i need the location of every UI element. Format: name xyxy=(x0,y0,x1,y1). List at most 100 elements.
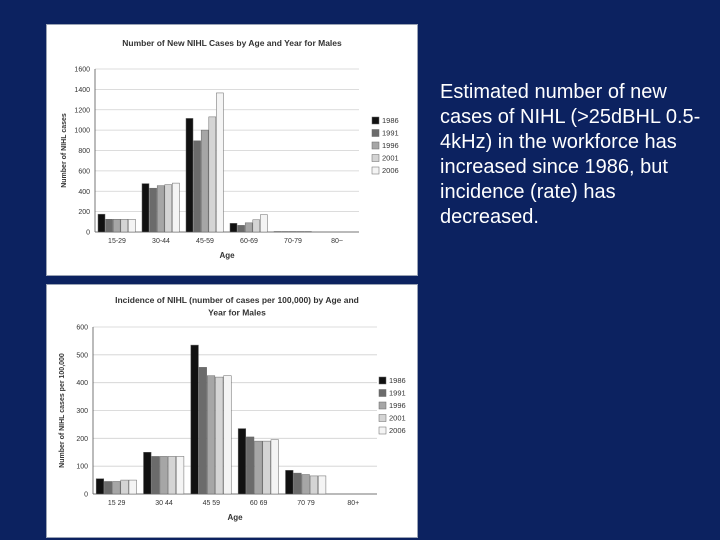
bar xyxy=(172,182,180,233)
y-tick-label: 600 xyxy=(76,325,88,332)
bar xyxy=(260,214,268,233)
y-tick-label: 200 xyxy=(78,209,90,216)
x-tick-label: 15 29 xyxy=(108,500,126,507)
x-tick-label: 80~ xyxy=(331,238,343,245)
x-tick-label: 70 79 xyxy=(297,500,315,507)
legend-label: 2001 xyxy=(382,154,399,163)
y-tick-label: 500 xyxy=(76,352,88,359)
bar xyxy=(164,184,173,233)
chart-incidence-svg: Incidence of NIHL (number of cases per 1… xyxy=(59,295,406,522)
bar xyxy=(262,440,271,495)
legend-swatch xyxy=(378,414,387,422)
bar xyxy=(128,219,136,233)
bar xyxy=(128,479,137,495)
bar xyxy=(198,367,207,495)
bar xyxy=(120,219,129,233)
x-tick-label: 60 69 xyxy=(250,500,268,507)
y-tick-label: 200 xyxy=(76,436,88,443)
x-tick-label: 30-44 xyxy=(152,238,170,245)
bar xyxy=(216,92,224,233)
y-tick-label: 600 xyxy=(78,168,90,175)
y-tick-label: 1400 xyxy=(74,87,90,94)
bar xyxy=(143,452,152,495)
y-tick-label: 800 xyxy=(78,148,90,155)
bar xyxy=(149,187,157,233)
x-axis-label: Age xyxy=(227,513,243,522)
bar xyxy=(190,344,199,495)
caption-text: Estimated number of new cases of NIHL (>… xyxy=(440,81,701,228)
chart-title-line: Number of New NIHL Cases by Age and Year… xyxy=(122,38,342,48)
bar xyxy=(112,481,121,495)
x-tick-label: 80+ xyxy=(347,500,359,507)
legend-label: 1991 xyxy=(382,129,399,138)
y-axis-label: Number of NIHL cases xyxy=(61,113,68,188)
chart-incidence: Incidence of NIHL (number of cases per 1… xyxy=(46,284,418,538)
legend-swatch xyxy=(371,116,380,125)
bar xyxy=(185,118,194,233)
legend-swatch xyxy=(371,166,380,175)
bar xyxy=(304,231,312,233)
x-tick-label: 45-59 xyxy=(196,238,214,245)
bar xyxy=(176,456,185,495)
x-axis-label: Age xyxy=(219,251,235,260)
legend-label: 2006 xyxy=(382,166,399,175)
bar xyxy=(318,475,327,495)
bar xyxy=(206,375,216,495)
legend-swatch xyxy=(378,376,387,385)
legend-label: 1986 xyxy=(382,116,399,125)
bar xyxy=(281,231,289,233)
bar xyxy=(285,470,294,495)
x-tick-label: 60-69 xyxy=(240,238,258,245)
bar xyxy=(244,222,253,233)
bar xyxy=(105,219,113,233)
chart-title-line: Year for Males xyxy=(208,308,266,318)
legend-label: 1996 xyxy=(389,401,406,410)
bar xyxy=(141,183,150,233)
y-axis-label: Number of NIHL cases per 100,000 xyxy=(59,353,66,468)
y-tick-label: 0 xyxy=(84,492,88,499)
x-tick-label: 45 59 xyxy=(203,500,221,507)
bar xyxy=(309,475,318,495)
legend-swatch xyxy=(371,154,380,162)
bar xyxy=(120,479,129,495)
bar xyxy=(229,223,238,233)
bar xyxy=(200,129,209,233)
y-tick-label: 100 xyxy=(76,464,88,471)
chart-new-cases-svg: Number of New NIHL Cases by Age and Year… xyxy=(61,38,399,260)
bar xyxy=(288,231,297,233)
legend-swatch xyxy=(378,389,387,397)
bar xyxy=(237,428,247,495)
y-tick-label: 0 xyxy=(86,230,90,237)
bar xyxy=(159,456,168,495)
legend-swatch xyxy=(378,426,387,435)
bar xyxy=(252,219,261,233)
legend-label: 2001 xyxy=(389,414,406,423)
legend-swatch xyxy=(378,401,387,410)
bar xyxy=(296,231,305,233)
bar xyxy=(156,185,165,233)
y-tick-label: 300 xyxy=(76,408,88,415)
bar xyxy=(112,219,121,233)
legend-label: 1996 xyxy=(382,141,399,150)
bar xyxy=(273,231,282,233)
bar xyxy=(237,225,245,233)
bar xyxy=(270,439,279,495)
bar xyxy=(293,472,302,495)
legend-swatch xyxy=(371,141,380,150)
y-tick-label: 400 xyxy=(78,189,90,196)
bar xyxy=(167,456,176,495)
y-tick-label: 400 xyxy=(76,380,88,387)
chart-title-line: Incidence of NIHL (number of cases per 1… xyxy=(115,295,359,305)
bar xyxy=(97,213,106,233)
y-tick-label: 1600 xyxy=(74,67,90,74)
legend-label: 1986 xyxy=(389,376,406,385)
bar xyxy=(151,456,160,495)
bar xyxy=(254,440,263,495)
x-tick-label: 70-79 xyxy=(284,238,302,245)
bar xyxy=(215,376,224,495)
x-tick-label: 15-29 xyxy=(108,238,126,245)
y-tick-label: 1200 xyxy=(74,107,90,114)
bar xyxy=(301,474,310,495)
x-tick-label: 30 44 xyxy=(155,500,173,507)
bar xyxy=(246,436,255,495)
